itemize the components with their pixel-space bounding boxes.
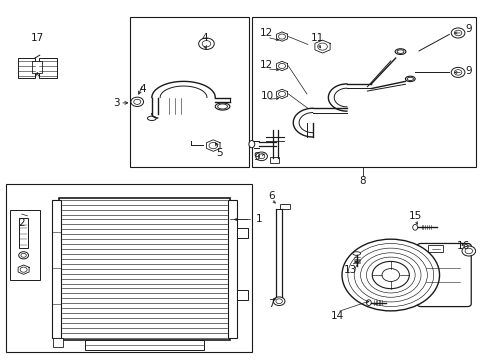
Ellipse shape [352,252,360,255]
Text: 9: 9 [253,152,260,162]
Text: 4: 4 [201,33,207,43]
Circle shape [461,246,475,256]
Text: 4: 4 [140,84,146,94]
Circle shape [258,154,264,159]
Circle shape [255,152,267,161]
Circle shape [202,41,210,47]
Ellipse shape [280,205,289,209]
Circle shape [371,261,408,289]
Circle shape [131,97,143,107]
Bar [251,17,475,167]
Text: 12: 12 [260,60,273,70]
Bar [130,17,249,167]
Bar [53,338,63,347]
Bar [5,184,251,352]
Circle shape [453,30,461,36]
Circle shape [275,299,282,303]
Text: 9: 9 [465,66,471,76]
Text: 11: 11 [310,33,324,43]
Ellipse shape [217,104,227,109]
Ellipse shape [215,103,229,110]
Text: 12: 12 [260,28,273,38]
Ellipse shape [412,225,417,230]
Bar [59,198,229,339]
Bar [228,200,237,338]
Text: 13: 13 [344,265,357,275]
Bar [237,228,247,238]
Text: 17: 17 [31,33,44,43]
Circle shape [464,248,471,254]
Text: 9: 9 [465,24,471,35]
Ellipse shape [248,140,254,148]
Bar [10,211,40,280]
Ellipse shape [407,77,413,81]
Text: 3: 3 [113,98,120,108]
Circle shape [19,252,28,259]
Text: 16: 16 [455,241,468,251]
Bar [52,200,61,338]
Circle shape [21,253,26,257]
Circle shape [198,38,214,49]
Circle shape [453,69,461,75]
Ellipse shape [396,50,403,53]
Bar [19,218,28,248]
Bar [18,58,35,78]
Bar [427,245,442,252]
Text: 10: 10 [260,91,273,101]
Bar [280,204,289,210]
Text: 6: 6 [267,191,274,201]
Text: 14: 14 [330,311,343,321]
Circle shape [450,28,464,38]
Bar [84,339,204,350]
Circle shape [450,67,464,77]
Ellipse shape [405,76,414,82]
Text: 8: 8 [359,176,365,186]
Bar [237,290,247,300]
Ellipse shape [147,116,156,121]
Circle shape [381,269,399,282]
Text: 1: 1 [255,215,262,224]
Text: 15: 15 [407,211,421,221]
Text: 7: 7 [267,299,274,309]
Ellipse shape [366,300,370,306]
Bar [32,60,42,73]
Circle shape [341,239,439,311]
Bar [39,58,57,78]
Circle shape [273,297,285,306]
Text: 2: 2 [19,218,25,228]
Text: 5: 5 [215,148,222,158]
Ellipse shape [394,49,405,54]
FancyBboxPatch shape [416,243,470,307]
Circle shape [133,99,141,104]
Bar [270,157,279,163]
